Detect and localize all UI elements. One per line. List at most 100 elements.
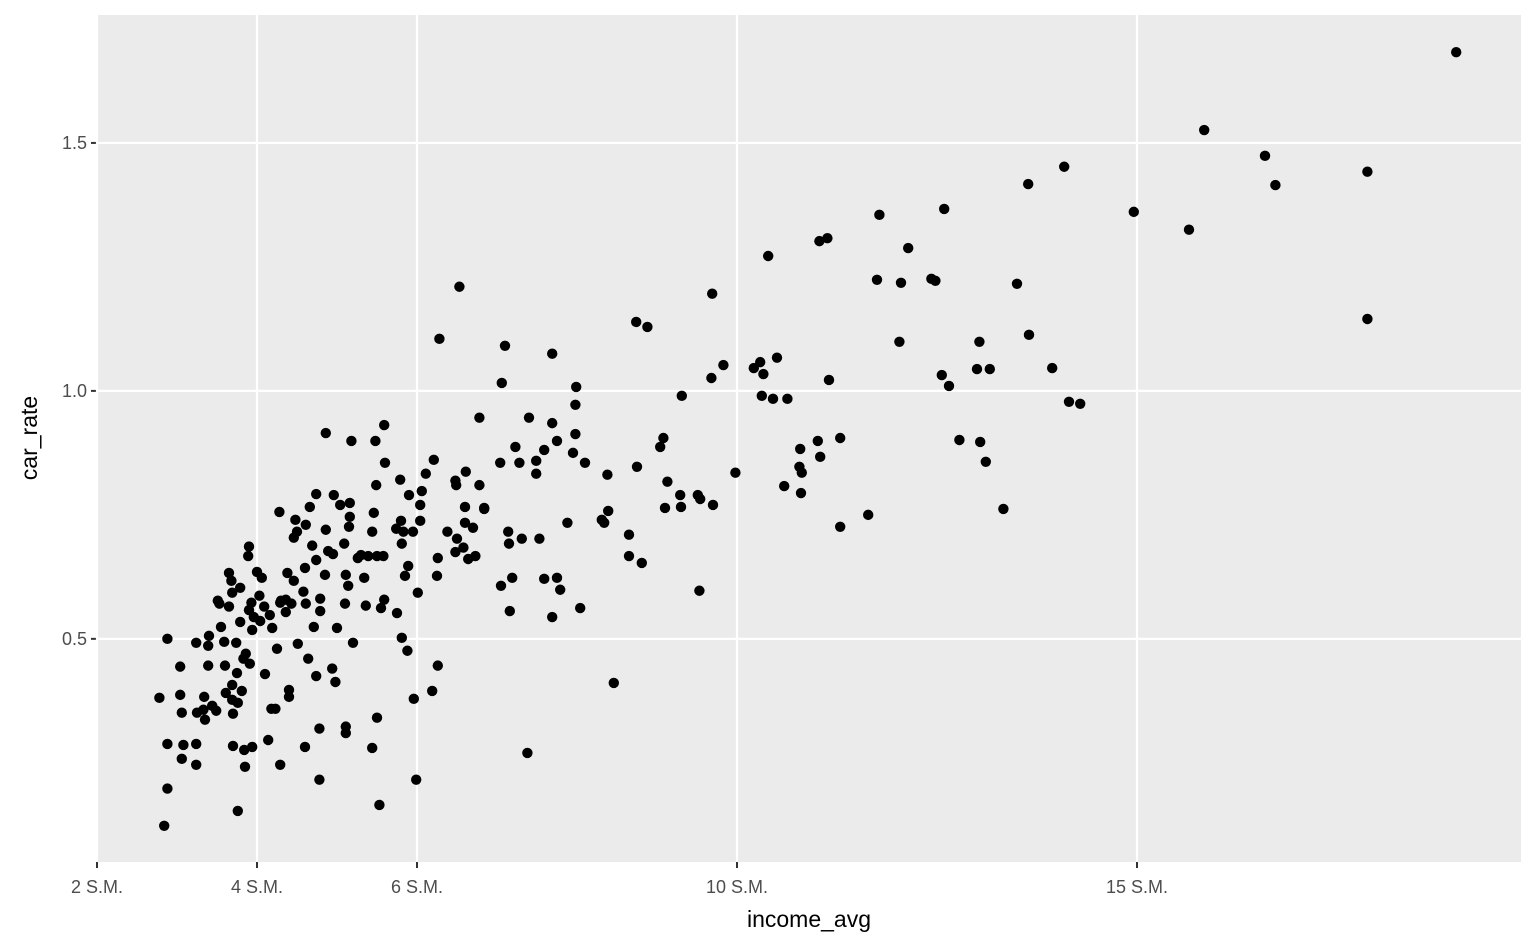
point (266, 703, 277, 714)
point (503, 526, 514, 537)
point (191, 759, 202, 771)
y-tick-label: 1.0 (62, 381, 87, 401)
point (315, 593, 326, 604)
point (623, 529, 635, 540)
point (608, 677, 619, 689)
x-tick-label: 15 S.M. (1106, 877, 1168, 897)
point (451, 479, 462, 491)
point (499, 340, 511, 351)
point (954, 434, 965, 446)
point (407, 526, 419, 537)
point (347, 637, 359, 649)
point (327, 663, 338, 674)
point (396, 538, 407, 549)
point (235, 582, 246, 593)
point (299, 741, 311, 753)
point (984, 363, 995, 375)
point (191, 738, 202, 750)
point (259, 668, 271, 680)
point (514, 457, 525, 468)
point (374, 799, 385, 811)
point (631, 316, 642, 328)
point (238, 653, 249, 664)
point (835, 432, 846, 444)
point (231, 637, 242, 649)
point (631, 461, 643, 472)
point (311, 554, 322, 566)
point (339, 598, 351, 609)
point (504, 605, 515, 617)
point (320, 427, 331, 439)
point (431, 570, 443, 582)
point (232, 805, 243, 817)
point (531, 468, 542, 479)
point (178, 739, 189, 751)
point (231, 667, 243, 679)
point (243, 541, 255, 552)
point (408, 693, 419, 705)
point (903, 242, 914, 254)
point (162, 783, 173, 794)
point (998, 503, 1009, 515)
point (707, 499, 719, 511)
point (874, 209, 885, 221)
point (579, 457, 591, 468)
point (259, 601, 270, 612)
point (496, 377, 507, 389)
point (227, 679, 238, 691)
point (459, 517, 471, 529)
point (254, 590, 265, 601)
point (340, 727, 351, 739)
point (454, 281, 465, 292)
point (551, 572, 563, 584)
point (930, 275, 941, 287)
point (1075, 398, 1086, 409)
point (427, 685, 438, 697)
point (199, 691, 210, 703)
point (571, 381, 582, 393)
point (303, 653, 314, 664)
y-tick-label: 0.5 (62, 629, 87, 649)
point (796, 467, 807, 478)
x-tick-label: 10 S.M. (706, 877, 768, 897)
point (271, 643, 283, 654)
point (275, 597, 286, 608)
point (343, 580, 354, 591)
point (243, 550, 254, 562)
point (1022, 178, 1034, 190)
point (212, 595, 223, 606)
point (1011, 278, 1023, 289)
point (239, 744, 250, 756)
point (1023, 329, 1035, 341)
point (975, 436, 986, 448)
point (662, 476, 673, 487)
point (1362, 166, 1373, 177)
point (191, 637, 202, 649)
point (707, 288, 718, 299)
y-tick-label: 1.5 (62, 133, 87, 153)
point (474, 479, 485, 491)
point (570, 428, 581, 440)
point (203, 630, 215, 642)
point (360, 600, 371, 611)
point (1047, 362, 1058, 374)
point (280, 606, 291, 618)
point (495, 457, 506, 468)
point (379, 457, 391, 468)
point (226, 575, 237, 587)
point (971, 363, 983, 375)
point (1270, 179, 1281, 191)
point (420, 468, 431, 479)
point (658, 432, 669, 444)
point (314, 774, 325, 785)
point (510, 441, 521, 453)
point (442, 526, 453, 537)
point (343, 521, 355, 532)
point (562, 517, 573, 529)
point (330, 676, 341, 688)
point (894, 336, 905, 347)
point (835, 521, 846, 532)
point (871, 274, 883, 286)
point (603, 505, 614, 517)
point (402, 645, 413, 656)
